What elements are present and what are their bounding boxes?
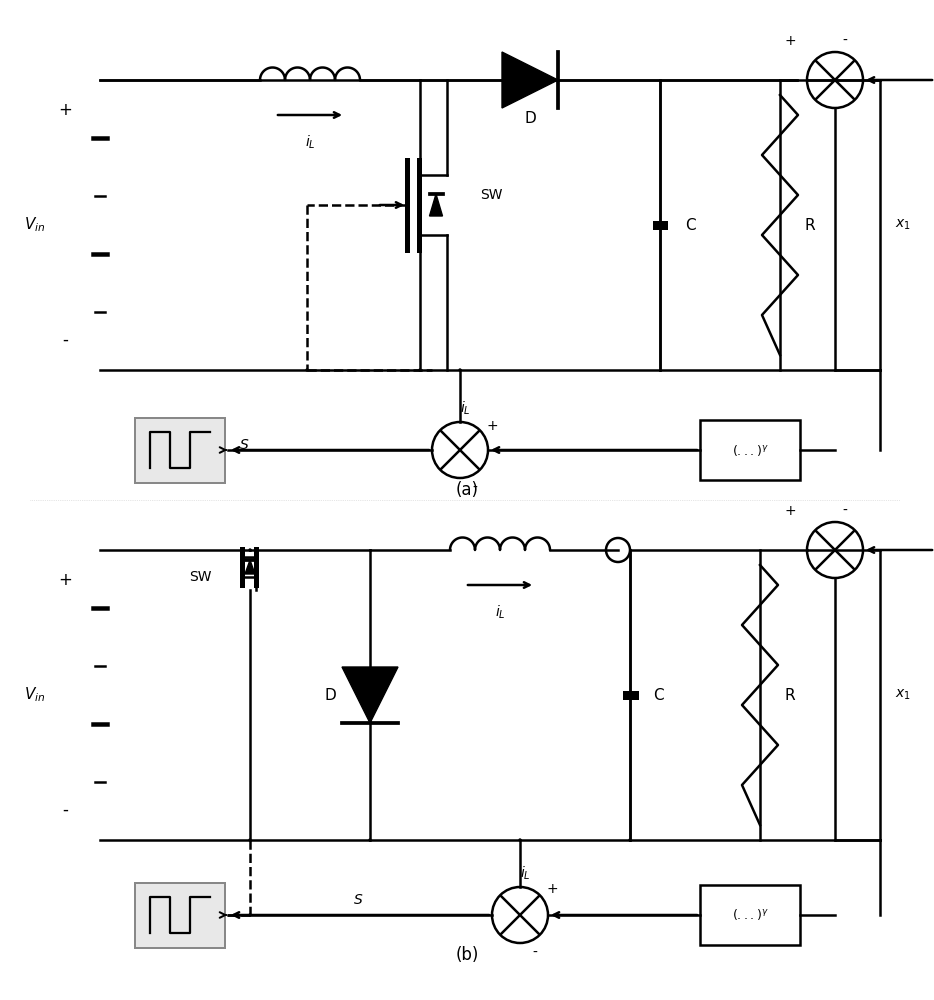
Text: -: -: [532, 946, 537, 960]
Text: $(...)^{\gamma}$: $(...)^{\gamma}$: [731, 442, 769, 458]
Text: $x_1$: $x_1$: [895, 688, 911, 702]
Text: +: +: [785, 34, 796, 48]
Polygon shape: [430, 194, 443, 216]
Bar: [700, 420, 800, 480]
Text: $V_{in}$: $V_{in}$: [24, 216, 46, 234]
Text: SW: SW: [189, 570, 211, 584]
Text: -: -: [842, 34, 847, 48]
Text: -: -: [473, 481, 477, 495]
Circle shape: [629, 839, 631, 841]
Text: S: S: [354, 893, 363, 907]
Circle shape: [249, 549, 251, 551]
Bar: [135, 418, 225, 483]
Circle shape: [249, 914, 251, 916]
Circle shape: [369, 839, 371, 841]
Text: +: +: [58, 571, 72, 589]
Circle shape: [519, 839, 521, 841]
Text: -: -: [842, 504, 847, 518]
Text: +: +: [546, 882, 558, 896]
Polygon shape: [342, 667, 398, 723]
Text: $x_1$: $x_1$: [895, 218, 911, 232]
Circle shape: [306, 369, 308, 371]
Text: D: D: [324, 688, 336, 702]
Text: (b): (b): [455, 946, 479, 964]
Text: $V_{in}$: $V_{in}$: [24, 686, 46, 704]
Circle shape: [459, 369, 461, 371]
Text: -: -: [62, 331, 68, 349]
Polygon shape: [502, 52, 558, 108]
Text: $(...)^{\gamma}$: $(...)^{\gamma}$: [731, 908, 769, 922]
Bar: [700, 885, 800, 945]
Text: SW: SW: [480, 188, 502, 202]
Text: S: S: [240, 438, 248, 452]
Text: C: C: [653, 688, 663, 702]
Circle shape: [419, 369, 421, 371]
Text: $i_L$: $i_L$: [304, 133, 316, 151]
Text: +: +: [487, 419, 498, 433]
Bar: [135, 883, 225, 948]
Circle shape: [249, 839, 251, 841]
Text: $i_L$: $i_L$: [519, 864, 531, 882]
Text: +: +: [785, 504, 796, 518]
Text: $i_L$: $i_L$: [495, 603, 505, 621]
Text: +: +: [58, 101, 72, 119]
Text: R: R: [785, 688, 796, 702]
Text: R: R: [805, 218, 815, 232]
Polygon shape: [245, 560, 255, 574]
Text: (a): (a): [456, 481, 478, 499]
Text: $i_L$: $i_L$: [460, 399, 471, 417]
Text: C: C: [685, 218, 695, 232]
Text: D: D: [524, 111, 536, 126]
Text: -: -: [62, 801, 68, 819]
